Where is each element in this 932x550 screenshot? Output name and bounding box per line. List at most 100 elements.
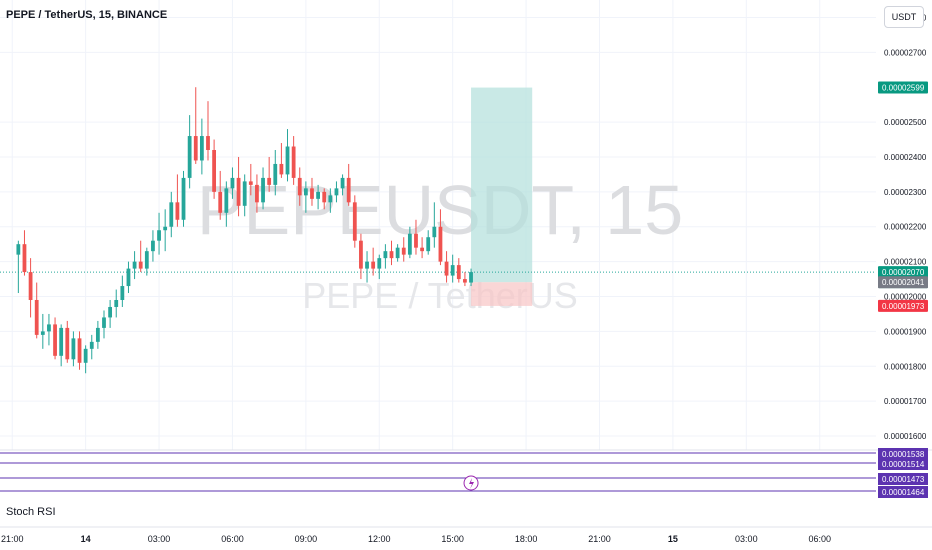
candle-body: [377, 258, 382, 269]
chart-title: PEPE / TetherUS, 15, BINANCE: [6, 9, 168, 21]
time-axis-label: 09:00: [295, 534, 318, 544]
time-axis-label: 03:00: [735, 534, 758, 544]
time-axis-label: 03:00: [148, 534, 171, 544]
candle-body: [395, 247, 400, 259]
candle-body: [89, 341, 94, 349]
candle-body: [175, 202, 180, 220]
candle-body: [34, 300, 39, 335]
candle-body: [193, 136, 198, 161]
price-axis-label: 0.00001900: [884, 327, 927, 336]
candle-body: [365, 261, 369, 269]
candle-body: [230, 177, 235, 189]
candle-body: [359, 240, 363, 269]
candle-body: [114, 300, 119, 307]
candle-body: [151, 240, 155, 252]
time-axis-label: 06:00: [808, 534, 831, 544]
time-axis-label: 18:00: [515, 534, 538, 544]
price-axis-label: 0.00001600: [884, 432, 927, 441]
price-tag: [878, 299, 928, 312]
candle-body: [218, 191, 223, 213]
price-tag: [878, 276, 928, 289]
candle-body: [328, 195, 333, 203]
candle-body: [267, 177, 272, 185]
candle-body: [199, 136, 204, 161]
candle-body: [255, 184, 259, 203]
candle-body: [303, 188, 308, 196]
candle-body: [444, 261, 449, 276]
indicator-tag-value: 0.00001473: [882, 475, 925, 484]
time-axis-label: 21:00: [588, 534, 611, 544]
candle-body: [212, 150, 217, 192]
candle-body: [310, 188, 314, 199]
price-axis-label: 0.00002200: [884, 223, 927, 232]
candle-body: [279, 163, 284, 175]
time-axis-label: 12:00: [368, 534, 391, 544]
price-axis-label: 0.00002300: [884, 188, 927, 197]
candle-body: [169, 202, 174, 227]
candle-body: [108, 306, 113, 318]
candle-body: [414, 233, 418, 248]
price-axis-label: 0.00002100: [884, 258, 927, 267]
indicator-name[interactable]: Stoch RSI: [6, 506, 56, 518]
target-zone: [471, 87, 533, 283]
candle-body: [389, 251, 394, 259]
time-axis-label: 15:00: [441, 534, 464, 544]
candle-body: [71, 338, 76, 360]
candle-body: [16, 244, 21, 255]
candle-body: [248, 181, 253, 185]
price-tag-value: 0.00002599: [882, 84, 925, 93]
candle-body: [322, 191, 327, 203]
candle-body: [426, 237, 431, 252]
candle-body: [163, 226, 168, 231]
candle-body: [463, 279, 467, 283]
candle-body: [316, 191, 320, 199]
indicator-tag: [878, 486, 928, 498]
candle-body: [181, 177, 186, 220]
candle-body: [291, 146, 296, 178]
candle-body: [371, 261, 376, 269]
candle-body: [285, 146, 290, 175]
candle-body: [469, 272, 473, 283]
stop-zone: [471, 282, 533, 306]
candle-body: [340, 177, 345, 189]
candle-body: [59, 327, 64, 356]
price-tag-value: 0.00001973: [882, 302, 925, 311]
candle-body: [28, 272, 33, 300]
candle-body: [83, 348, 88, 363]
candle-body: [53, 324, 57, 356]
price-axis-label: 0.00002700: [884, 48, 927, 57]
candle-body: [138, 261, 143, 269]
candle-body: [40, 331, 45, 335]
time-axis-label: 14: [81, 534, 91, 544]
candle-body: [432, 226, 437, 238]
candle-body: [120, 286, 125, 300]
indicator-tag: [878, 473, 928, 485]
indicator-tag: [878, 448, 928, 460]
candle-body: [236, 177, 241, 206]
indicator-tag-value: 0.00001514: [882, 460, 925, 469]
indicator-tag-value: 0.00001464: [882, 488, 925, 497]
watermark-name: PEPE / TetherUS: [302, 275, 577, 316]
candle-body: [334, 188, 339, 196]
candle-body: [383, 251, 388, 259]
candle-body: [144, 251, 149, 269]
price-axis-label: 0.00002500: [884, 118, 927, 127]
candle-body: [401, 247, 406, 255]
candle-body: [297, 177, 302, 196]
candle-body: [132, 261, 137, 269]
candle-body: [450, 265, 455, 276]
price-tag-value: 0.00002041: [882, 278, 925, 287]
candle-body: [346, 177, 351, 203]
candle-body: [420, 247, 424, 252]
candle-body: [273, 163, 278, 185]
candle-body: [47, 324, 51, 332]
candle-body: [261, 177, 265, 203]
candle-body: [65, 327, 70, 360]
price-axis-label: 0.00001700: [884, 397, 927, 406]
currency-button[interactable]: USDT: [884, 6, 924, 28]
candle-body: [187, 136, 192, 178]
price-tag: [878, 81, 928, 94]
candle-body: [438, 226, 443, 262]
candle-body: [157, 230, 161, 241]
